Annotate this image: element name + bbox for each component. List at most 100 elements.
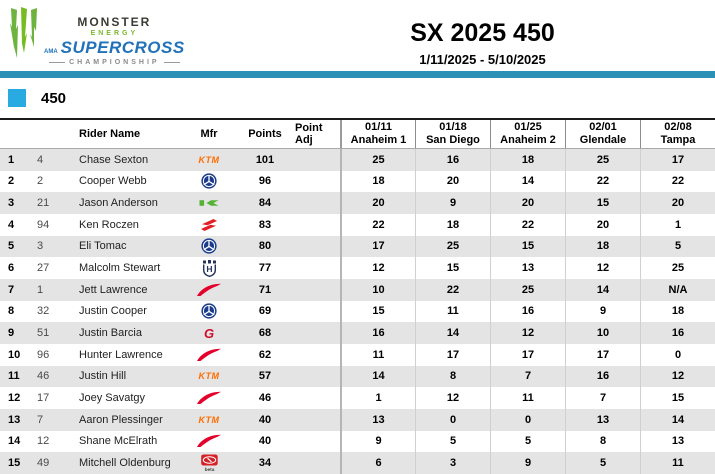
mfr-cell xyxy=(183,344,235,366)
race-result-cell: 22 xyxy=(340,213,415,236)
report-title-block: SX 2025 450 1/11/2025 - 5/10/2025 xyxy=(250,19,715,67)
race-result-cell: 25 xyxy=(415,235,490,258)
rider-number-cell: 94 xyxy=(37,218,50,231)
mfr-cell xyxy=(183,214,235,236)
rank-cell: 4 xyxy=(8,218,15,231)
race-result-cell: 13 xyxy=(340,408,415,431)
rider-name-cell: Justin Barcia xyxy=(79,327,142,340)
point-adj-cell xyxy=(295,387,340,409)
yamaha-logo-icon xyxy=(201,238,217,255)
table-row: 13 7 Aaron Plessinger KTM 40 13 0 0 13 14 xyxy=(0,408,715,431)
standings-header-row: Rider Name Mfr Points Point Adj 01/11 An… xyxy=(0,120,715,149)
race-result-cell: 25 xyxy=(565,149,640,171)
rider-number-cell: 17 xyxy=(37,392,50,405)
race-result-cell: 18 xyxy=(640,300,715,323)
race-result-cell: 1 xyxy=(340,387,415,409)
table-row: 1 4 Chase Sexton KTM 101 25 16 18 25 17 xyxy=(0,149,715,171)
rider-number-cell: 27 xyxy=(37,262,50,275)
race-result-cell: 10 xyxy=(565,322,640,344)
race-result-cell: 25 xyxy=(640,257,715,279)
race-result-cell: 15 xyxy=(565,192,640,214)
rider-number-column-header xyxy=(35,120,77,148)
gasgas-logo-icon: G xyxy=(203,325,215,341)
race-result-cell: 22 xyxy=(490,213,565,236)
standings-table: Rider Name Mfr Points Point Adj 01/11 An… xyxy=(0,118,715,474)
table-row: 2 2 Cooper Webb 96 18 20 14 22 22 xyxy=(0,170,715,193)
rider-name-cell: Joey Savatgy xyxy=(79,392,146,405)
race-result-cell: 8 xyxy=(415,365,490,388)
points-cell: 71 xyxy=(258,283,272,296)
class-color-swatch-icon xyxy=(8,89,26,107)
race-result-cell: 5 xyxy=(565,452,640,474)
ktm-logo-icon: KTM xyxy=(198,414,220,425)
championship-label: CHAMPIONSHIP xyxy=(69,59,160,66)
race-result-cell: 7 xyxy=(565,387,640,409)
race-date: 01/18 xyxy=(439,121,467,133)
point-adj-cell xyxy=(295,236,340,258)
race-result-cell: 0 xyxy=(490,408,565,431)
table-row: 9 51 Justin Barcia G 68 16 14 12 10 16 xyxy=(0,322,715,344)
points-cell: 46 xyxy=(258,392,272,405)
standings-body: 1 4 Chase Sexton KTM 101 25 16 18 25 17 2 2 Cooper W… xyxy=(0,149,715,474)
race-result-cell: 12 xyxy=(640,365,715,388)
point-adj-cell xyxy=(295,257,340,279)
race-result-cell: 16 xyxy=(640,322,715,344)
table-row: 14 12 Shane McElrath 40 9 5 5 8 13 xyxy=(0,430,715,453)
race-result-cell: 20 xyxy=(340,192,415,214)
race-result-cell: 18 xyxy=(340,170,415,193)
race-result-cell: 17 xyxy=(340,235,415,258)
class-label: 450 xyxy=(41,89,67,107)
mfr-cell: beta xyxy=(183,452,235,474)
monster-energy-supercross-logo: MONSTER ENERGY AMA SUPERCROSS CHAMPIONSH… xyxy=(9,7,185,66)
husqvarna-logo-icon: H xyxy=(202,259,217,277)
class-section-header: 450 xyxy=(8,89,66,107)
table-row: 6 27 Malcolm Stewart H 77 12 15 13 12 25 xyxy=(0,257,715,279)
rank-cell: 7 xyxy=(8,283,15,296)
point-adj-cell xyxy=(295,149,340,171)
monster-wordmark: MONSTER xyxy=(77,15,152,29)
race-result-cell: 9 xyxy=(340,430,415,453)
race-result-cell: 5 xyxy=(640,235,715,258)
rank-cell: 6 xyxy=(8,262,15,275)
rank-cell: 11 xyxy=(8,370,20,383)
rank-cell: 12 xyxy=(8,392,21,405)
table-row: 4 94 Ken Roczen 83 22 18 22 20 1 xyxy=(0,213,715,236)
race-result-cell: 11 xyxy=(640,452,715,474)
monster-claw-icon xyxy=(9,7,39,61)
mfr-column-header: Mfr xyxy=(200,128,218,140)
rider-number-cell: 32 xyxy=(37,305,50,318)
race-date: 02/01 xyxy=(589,121,617,133)
points-cell: 83 xyxy=(258,218,272,231)
table-row: 7 1 Jett Lawrence 71 10 22 25 14 N/A xyxy=(0,278,715,301)
race-result-cell: 9 xyxy=(490,452,565,474)
race-result-cell: 20 xyxy=(565,213,640,236)
svg-text:H: H xyxy=(206,264,212,274)
race-result-cell: 3 xyxy=(415,452,490,474)
point-adj-cell xyxy=(295,366,340,388)
mfr-cell xyxy=(183,192,235,214)
race-result-cell: 20 xyxy=(490,192,565,214)
point-adj-cell xyxy=(295,452,340,474)
race-result-cell: 25 xyxy=(490,278,565,301)
championship-rule-left xyxy=(49,62,66,63)
rider-name-cell: Eli Tomac xyxy=(79,240,127,253)
point-adj-cell xyxy=(295,279,340,301)
table-row: 10 96 Hunter Lawrence 62 11 17 17 17 0 xyxy=(0,343,715,366)
honda-logo-icon xyxy=(196,391,222,405)
race-result-cell: 14 xyxy=(640,408,715,431)
rank-cell: 10 xyxy=(8,348,21,361)
race-result-cell: 5 xyxy=(415,430,490,453)
race-result-cell: 5 xyxy=(490,430,565,453)
rider-name-cell: Mitchell Oldenburg xyxy=(79,457,171,470)
race-result-cell: 7 xyxy=(490,365,565,388)
race-column-header: 01/25 Anaheim 2 xyxy=(490,120,565,148)
ktm-logo-icon: KTM xyxy=(198,154,220,165)
supercross-wordmark: SUPERCROSS xyxy=(60,38,185,57)
race-date: 01/25 xyxy=(514,121,542,133)
points-cell: 96 xyxy=(258,175,272,188)
point-adj-cell xyxy=(295,301,340,323)
rank-cell: 9 xyxy=(8,327,15,340)
race-result-cell: 17 xyxy=(640,149,715,171)
table-row: 8 32 Justin Cooper 69 15 11 16 9 18 xyxy=(0,300,715,323)
race-result-cell: 14 xyxy=(565,278,640,301)
